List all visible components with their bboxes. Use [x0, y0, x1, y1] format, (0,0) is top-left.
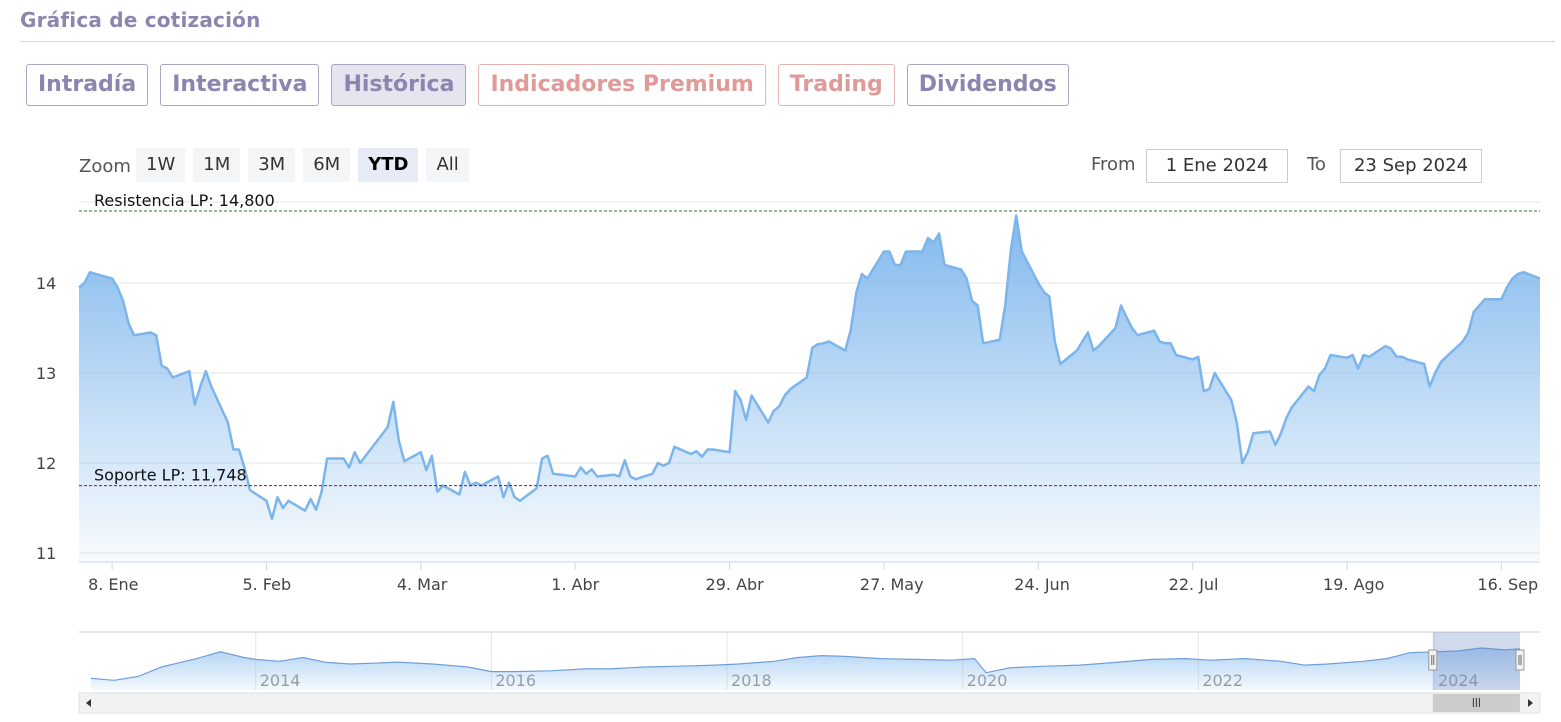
x-tick-label: 22. Jul [1169, 575, 1219, 594]
zoom-ytd-button[interactable]: YTD [358, 148, 419, 182]
y-tick-label: 13 [36, 364, 56, 383]
x-tick-label: 19. Ago [1323, 575, 1384, 594]
zoom-label: Zoom [79, 156, 131, 177]
tab-intradía[interactable]: Intradía [26, 64, 149, 106]
y-tick-label: 14 [36, 274, 56, 293]
zoom-1w-button[interactable]: 1W [136, 148, 186, 182]
zoom-6m-button[interactable]: 6M [303, 148, 351, 182]
x-tick-label: 29. Abr [706, 575, 765, 594]
tab-dividendos[interactable]: Dividendos [906, 64, 1069, 106]
y-tick-label: 12 [36, 454, 56, 473]
zoom-1m-button[interactable]: 1M [193, 148, 241, 182]
scroll-right-arrow-icon[interactable] [1528, 699, 1533, 707]
tab-indicadores-premium[interactable]: Indicadores Premium [478, 64, 766, 106]
from-label: From [1091, 154, 1136, 175]
x-tick-label: 1. Abr [551, 575, 599, 594]
title-divider [20, 41, 1555, 42]
price-line [78, 214, 1541, 521]
x-tick-label: 8. Ene [88, 575, 138, 594]
plot-lines: Resistencia LP: 14,800 Soporte LP: 11,748 [79, 191, 1540, 487]
navigator[interactable]: 201420162018202020222024 [78, 631, 1541, 714]
x-tick-label: 4. Mar [397, 575, 448, 594]
tab-histórica[interactable]: Histórica [331, 64, 467, 106]
scrollbar-track[interactable] [78, 692, 1541, 714]
scroll-left-arrow-icon[interactable] [86, 699, 91, 707]
support-label: Soporte LP: 11,748 [94, 466, 247, 485]
to-date-input[interactable]: 23 Sep 2024 [1340, 149, 1482, 183]
y-tick-label: 11 [36, 544, 56, 563]
navigator-line [90, 647, 1521, 681]
from-date-input[interactable]: 1 Ene 2024 [1146, 149, 1288, 183]
page-title: Gráfica de cotización [20, 8, 261, 32]
price-area-fill [79, 215, 1540, 562]
zoom-all-button[interactable]: All [426, 148, 469, 182]
price-series [78, 214, 1541, 562]
x-tick-label: 16. Sep [1477, 575, 1538, 594]
tab-interactiva[interactable]: Interactiva [160, 64, 320, 106]
x-tick-label: 27. May [860, 575, 924, 594]
zoom-3m-button[interactable]: 3M [248, 148, 296, 182]
x-tick-label: 5. Feb [242, 575, 291, 594]
navigator-selection[interactable] [1432, 632, 1520, 690]
resistance-label: Resistencia LP: 14,800 [94, 191, 275, 210]
axes: 11 12 13 14 8. Ene 5. Feb 4. Mar 1. Abr 29. Abr 2… [36, 274, 1540, 594]
navigator-right-handle[interactable] [1515, 649, 1525, 671]
chart-tabs: Intradía Interactiva Histórica Indicadores … [26, 64, 1069, 106]
x-tick-label: 24. Jun [1014, 575, 1070, 594]
navigator-left-handle[interactable] [1428, 649, 1438, 671]
navigator-area [90, 648, 1520, 690]
zoom-buttons: 1W 1M 3M 6M YTD All [136, 148, 469, 182]
to-label: To [1307, 154, 1326, 175]
tab-trading[interactable]: Trading [777, 64, 895, 106]
